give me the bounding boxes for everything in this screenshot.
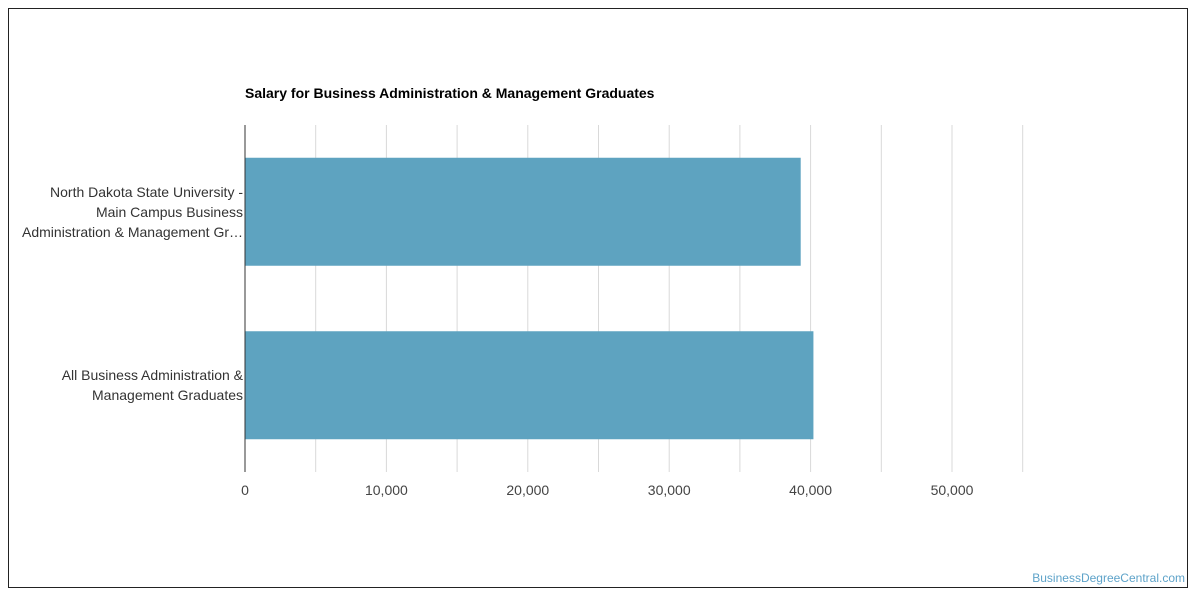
watermark[interactable]: BusinessDegreeCentral.com [1032,571,1185,585]
x-tick-label: 40,000 [789,482,832,498]
category-label-line: Main Campus Business [95,203,243,220]
category-label: North Dakota State University - Main Camp… [0,182,243,242]
category-label-line: North Dakota State University - [50,183,243,200]
chart-title: Salary for Business Administration & Man… [245,85,655,101]
x-tick-label: 20,000 [506,482,549,498]
category-label-line: All Business Administration & [61,367,243,384]
chart-frame [8,8,1188,588]
category-label-line: Management Graduates [92,387,243,404]
x-tick-label: 10,000 [365,482,408,498]
bar-1[interactable] [245,157,801,266]
bar-2[interactable] [245,331,814,440]
category-label-line: Administration & Management Gr… [22,223,243,240]
x-tick-label: 0 [241,482,249,498]
x-tick-label: 50,000 [931,482,974,498]
category-label: All Business Administration & Management … [0,365,243,405]
x-tick-label: 30,000 [648,482,691,498]
